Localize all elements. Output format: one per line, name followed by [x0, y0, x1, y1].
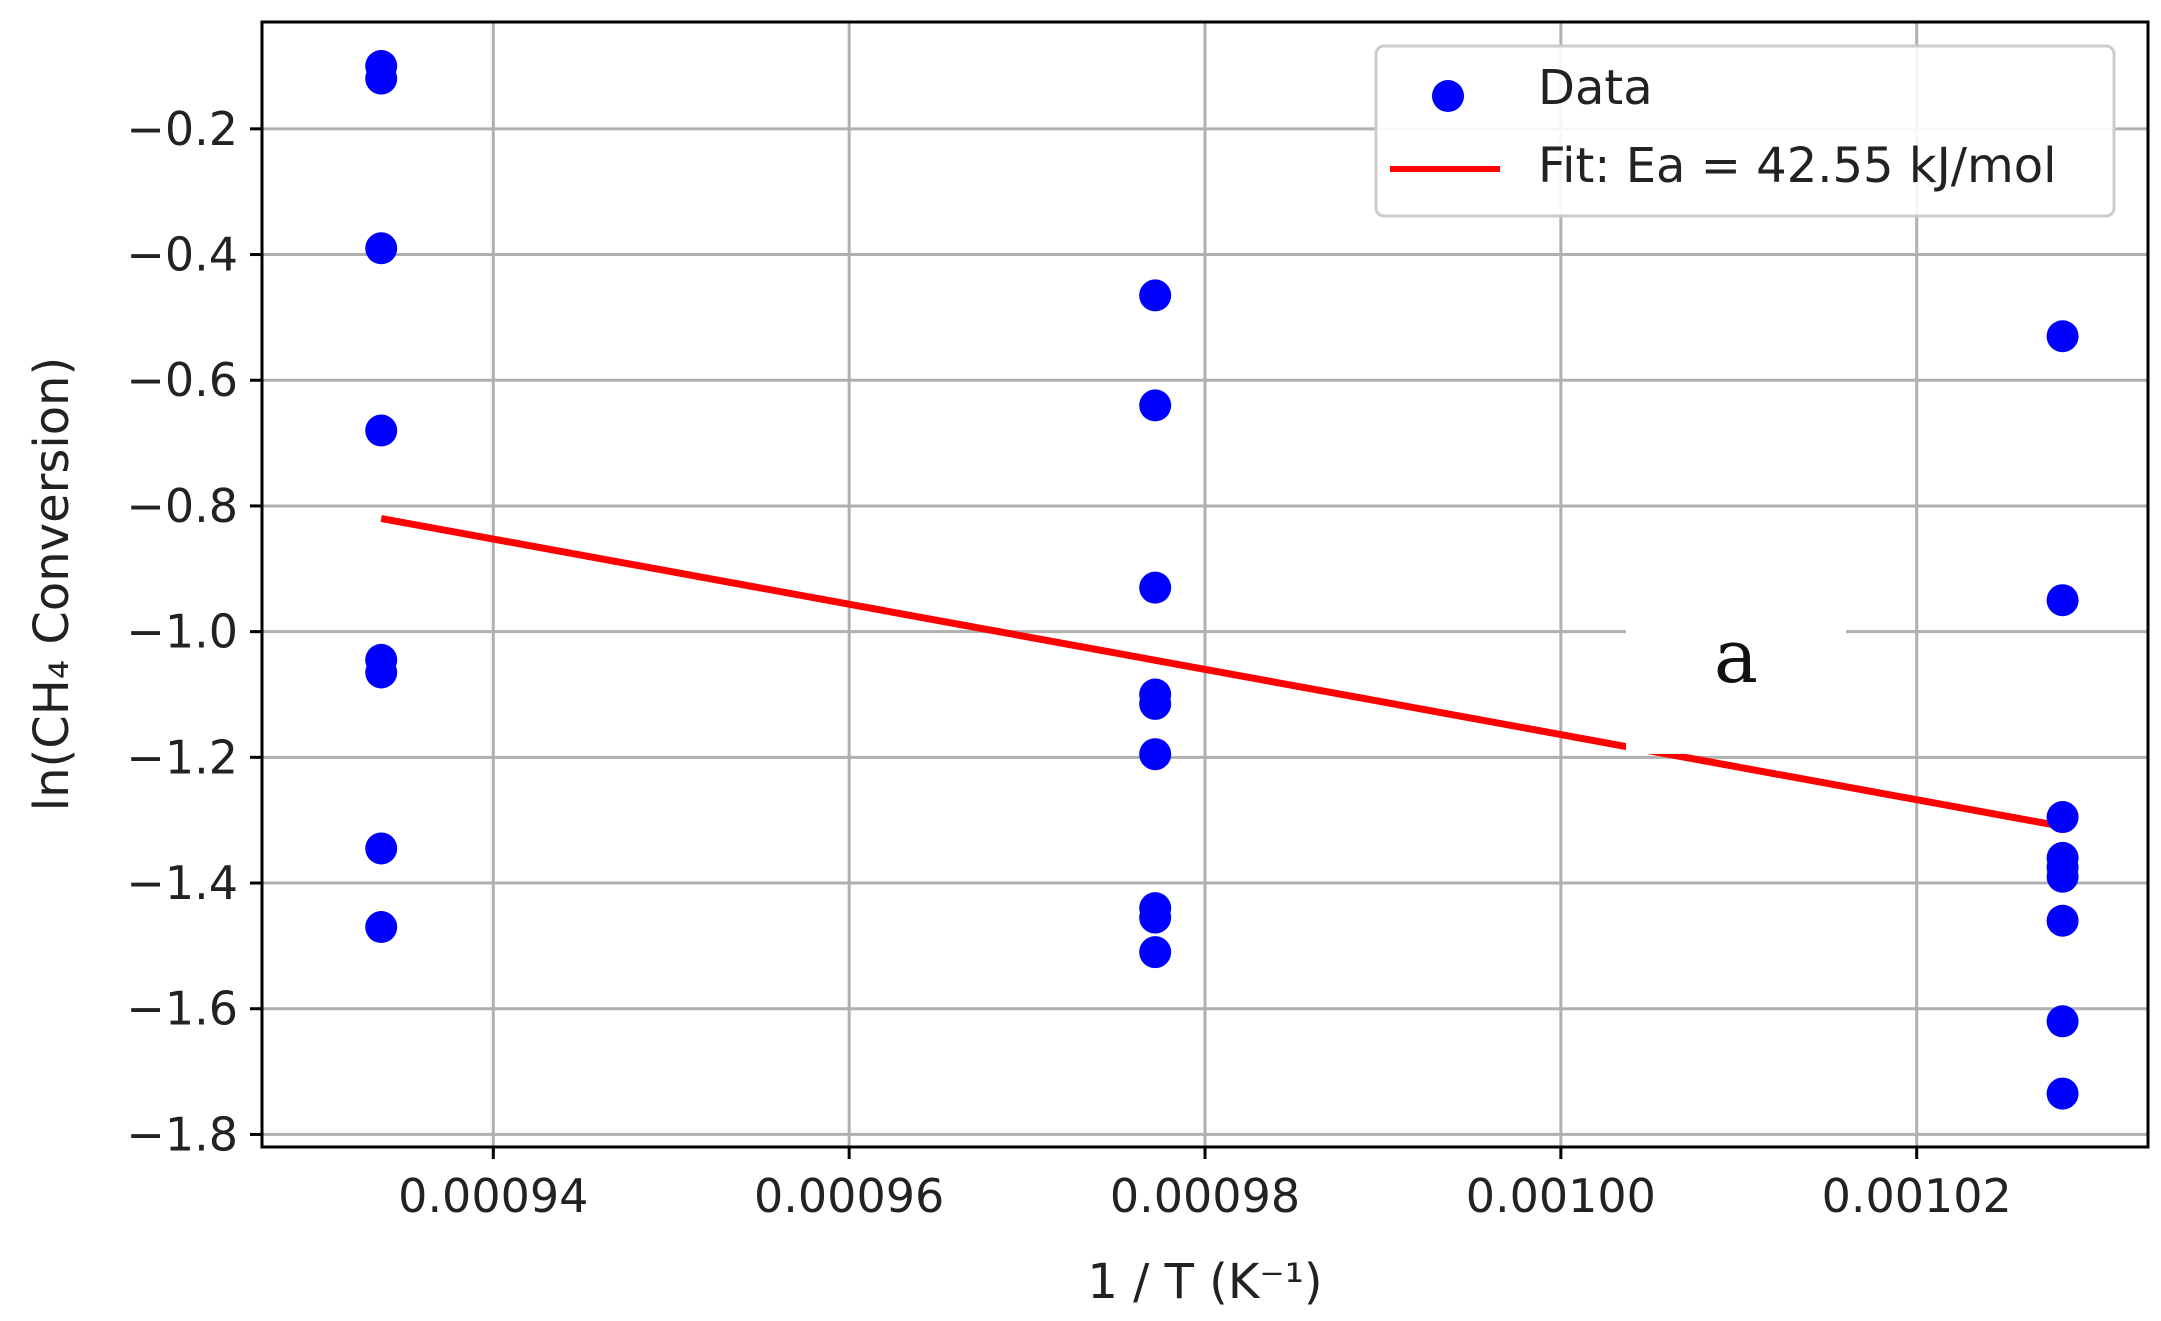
y-tick-label: −0.4	[126, 228, 238, 282]
fit-line	[380, 515, 2064, 830]
data-points-layer	[365, 49, 2079, 1110]
panel-annotation: a	[1714, 614, 1758, 700]
data-point	[1139, 901, 1172, 934]
data-point	[2046, 1005, 2079, 1038]
legend-box	[1374, 44, 2116, 218]
x-tick-label: 0.00102	[1822, 1169, 2012, 1223]
legend-label-data: Data	[1538, 60, 1653, 116]
data-point	[365, 232, 398, 265]
y-axis-label: ln(CH₄ Conversion)	[24, 357, 80, 811]
data-point	[365, 911, 398, 944]
y-tick-label: −1.0	[126, 605, 238, 659]
x-tick-label: 0.00100	[1466, 1169, 1656, 1223]
x-tick-label: 0.00094	[398, 1169, 588, 1223]
data-point	[365, 832, 398, 865]
data-point	[1139, 738, 1172, 771]
fit-line-layer	[380, 515, 2064, 830]
x-axis-label: 1 / T (K⁻¹)	[1087, 1254, 1322, 1310]
data-point	[365, 656, 398, 689]
data-point	[1139, 279, 1172, 312]
y-tick-label: −0.8	[126, 479, 238, 533]
data-point	[365, 414, 398, 447]
x-tick-label: 0.00098	[1110, 1169, 1300, 1223]
x-axis-ticks: 0.00094 0.00096 0.00098 0.00100 0.00102	[398, 1147, 2012, 1223]
data-point	[2046, 904, 2079, 937]
y-tick-label: −1.6	[126, 982, 238, 1036]
legend: Data Fit: Ea = 42.55 kJ/mol	[1374, 44, 2116, 218]
y-tick-label: −0.2	[126, 102, 238, 156]
data-point	[1139, 687, 1172, 720]
data-point	[1139, 571, 1172, 604]
data-point	[365, 62, 398, 95]
annotation-layer: a	[1625, 533, 1846, 754]
data-point	[2046, 584, 2079, 617]
y-tick-label: −1.8	[126, 1107, 238, 1161]
data-point	[2046, 801, 2079, 834]
data-point	[1139, 389, 1172, 422]
x-tick-label: 0.00096	[754, 1169, 944, 1223]
legend-label-fit: Fit: Ea = 42.55 kJ/mol	[1538, 138, 2056, 194]
data-point	[1139, 936, 1172, 969]
y-tick-label: −0.6	[126, 353, 238, 407]
data-point	[2046, 1077, 2079, 1110]
y-axis-ticks: −0.2 −0.4 −0.6 −0.8 −1.0 −1.2 −1.4 −1.6 −1.8	[126, 102, 262, 1161]
annotation-background	[1625, 533, 1846, 754]
y-tick-label: −1.4	[126, 856, 238, 910]
legend-marker-data	[1432, 80, 1464, 112]
y-tick-label: −1.2	[126, 730, 238, 784]
data-point	[2046, 860, 2079, 893]
data-point	[2046, 320, 2079, 353]
